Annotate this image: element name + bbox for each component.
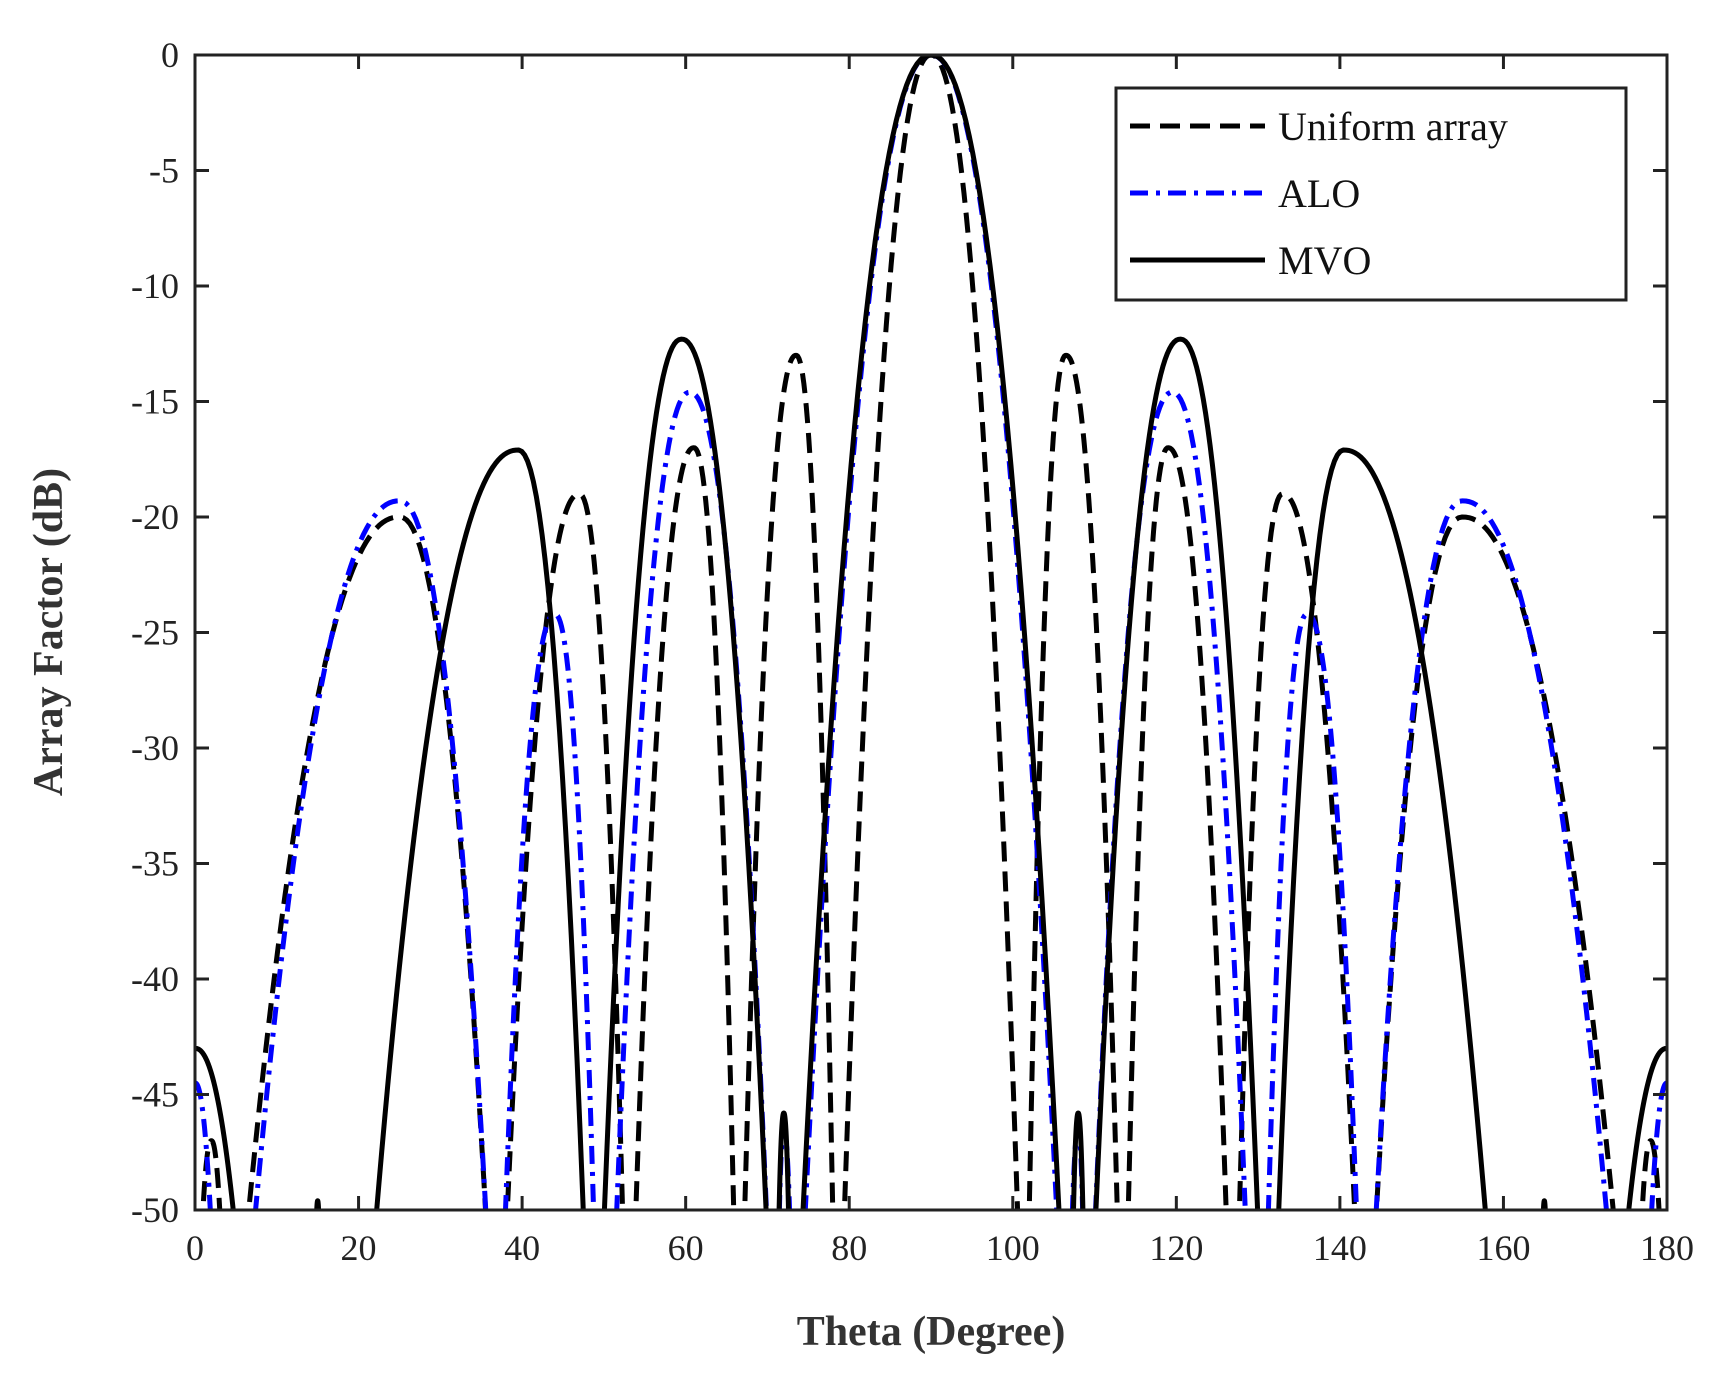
x-tick-label: 20 [341,1228,377,1268]
legend-label-alo: ALO [1278,171,1360,216]
series-lobe [253,498,489,1210]
series-lobe [1265,611,1360,1210]
series-lobe [1373,498,1609,1210]
series-lobe [374,447,586,1210]
series-lobe [1276,447,1488,1210]
legend-label-mvo: MVO [1278,238,1371,283]
y-tick-label: -15 [131,382,179,422]
series-mvo [195,55,1667,1210]
x-axis-title: Theta (Degree) [797,1309,1066,1355]
series-lobe [246,514,489,1210]
series-lobe [504,491,626,1210]
y-tick-label: 0 [161,35,179,75]
series-lobe [1649,1080,1667,1210]
legend-label-uniform-array: Uniform array [1278,104,1508,149]
x-tick-label: 60 [668,1228,704,1268]
series-lobe [200,1138,223,1210]
series-lobe [633,445,737,1210]
y-tick-label: -25 [131,613,179,653]
y-tick-label: -50 [131,1190,179,1230]
series-lobe [195,1080,213,1210]
series-lobe [1125,445,1229,1210]
x-tick-label: 140 [1313,1228,1367,1268]
series-lobe [1373,514,1616,1210]
ticks-layer: 0 20 40 60 80 100 120 140 160 180 0 -5 -10 -15 -20 -25 -… [131,35,1694,1268]
x-tick-label: 80 [831,1228,867,1268]
series-lobe [1093,336,1261,1210]
series-lobe [1639,1138,1662,1210]
legend-box [1114,86,1628,302]
y-axis-title: Array Factor (dB) [26,468,72,796]
x-tick-label: 0 [186,1228,204,1268]
y-tick-label: -35 [131,844,179,884]
series-lobe [1026,352,1120,1210]
series-lobe [800,55,1062,1210]
x-tick-label: 180 [1640,1228,1694,1268]
series-lobe [1071,1110,1086,1210]
series-lobe [601,336,769,1210]
x-tick-label: 160 [1476,1228,1530,1268]
series-uniform-array [200,55,1662,1210]
series-lobe [314,1198,322,1210]
x-tick-label: 40 [504,1228,540,1268]
legend: Uniform array ALO MVO [1114,86,1628,302]
series-lobe [742,352,836,1210]
x-tick-label: 100 [986,1228,1040,1268]
series-lobe [841,55,1021,1210]
x-tick-label: 120 [1149,1228,1203,1268]
series-lobe [195,1045,236,1210]
series-lobe [802,55,1060,1210]
series-lobe [1540,1198,1548,1210]
y-tick-label: -10 [131,266,179,306]
series-layer [195,55,1667,1210]
y-tick-label: -30 [131,728,179,768]
series-lobe [502,611,597,1210]
y-tick-label: -40 [131,959,179,999]
series-lobe [1626,1045,1667,1210]
y-tick-label: -5 [149,151,179,191]
series-lobe [776,1110,791,1210]
y-tick-label: -45 [131,1075,179,1115]
y-tick-label: -20 [131,497,179,537]
